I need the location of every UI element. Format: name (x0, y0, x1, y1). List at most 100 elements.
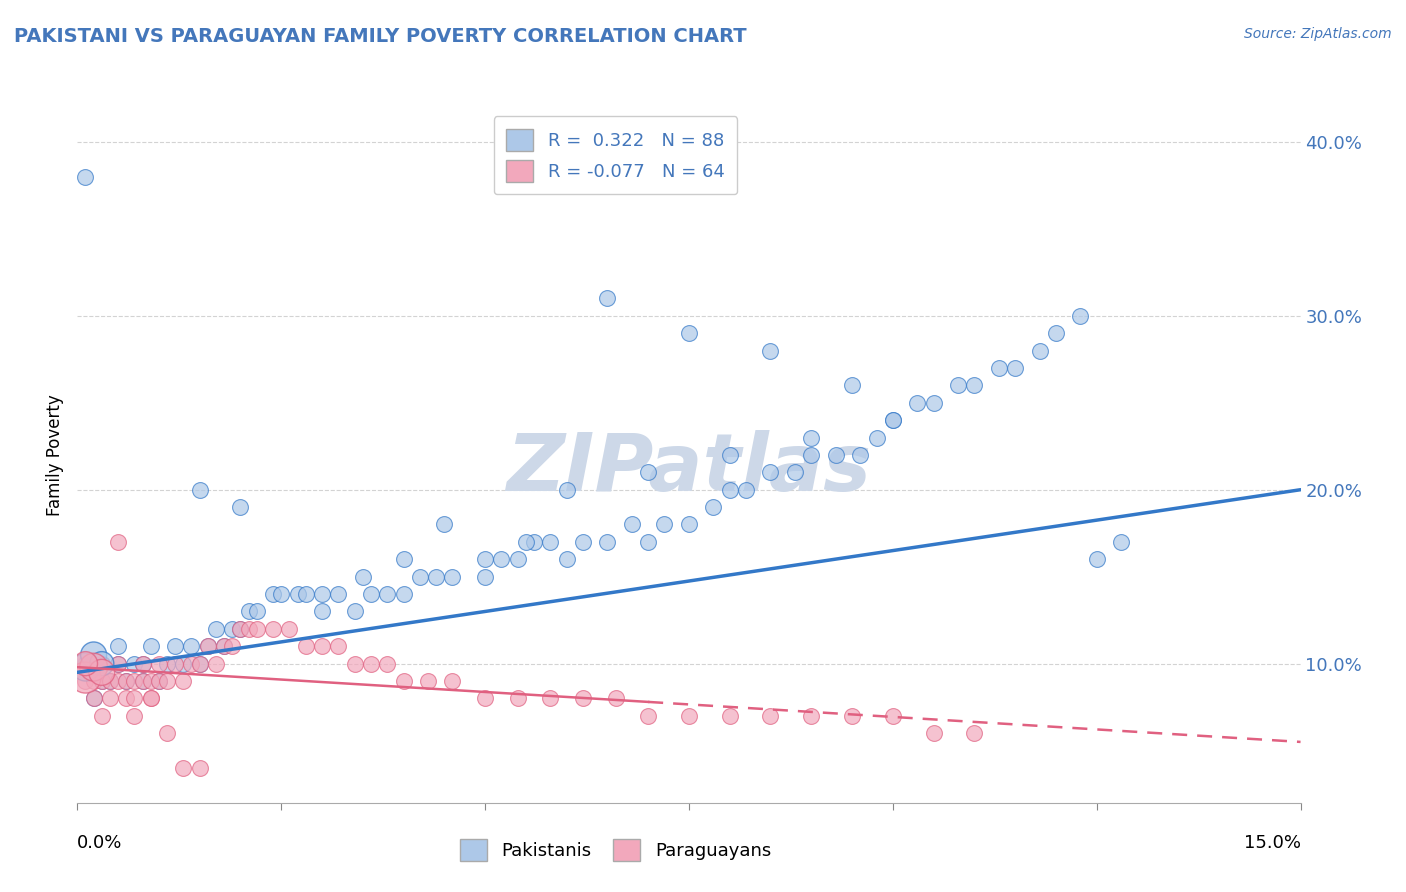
Point (735, 483, 758, 497)
Point (107, 657, 129, 671)
Point (287, 587, 309, 601)
Point (783, 466, 806, 480)
Point (98, 674, 121, 689)
Point (83, 648, 105, 662)
Point (107, 657, 129, 671)
Point (156, 657, 179, 671)
Point (360, 587, 382, 601)
Point (124, 691, 146, 706)
Point (416, 674, 439, 689)
Point (205, 622, 228, 636)
Legend: Pakistanis, Paraguayans: Pakistanis, Paraguayans (451, 830, 780, 871)
Point (718, 483, 741, 497)
Point (474, 691, 496, 706)
Point (139, 691, 162, 706)
Point (246, 605, 269, 619)
Point (800, 431, 823, 445)
Point (515, 534, 537, 549)
Point (311, 605, 333, 619)
Point (180, 639, 202, 653)
Point (98, 674, 121, 689)
Point (360, 657, 382, 671)
Point (605, 691, 627, 706)
Point (270, 587, 292, 601)
Point (1069, 309, 1091, 323)
Point (759, 466, 782, 480)
Point (392, 587, 415, 601)
Point (98, 691, 121, 706)
Point (188, 483, 211, 497)
Point (148, 674, 170, 689)
Point (637, 466, 659, 480)
Point (75, 674, 97, 689)
Point (262, 622, 284, 636)
Point (115, 674, 138, 689)
Point (294, 639, 316, 653)
Point (197, 639, 219, 653)
Point (523, 534, 546, 549)
Point (212, 639, 235, 653)
Point (311, 639, 333, 653)
Point (491, 552, 513, 566)
Point (229, 622, 252, 636)
Point (538, 691, 561, 706)
Point (238, 605, 260, 619)
Point (946, 378, 969, 392)
Point (718, 448, 741, 462)
Point (83, 691, 105, 706)
Point (506, 691, 529, 706)
Point (156, 726, 179, 740)
Point (221, 639, 243, 653)
Point (343, 605, 366, 619)
Point (841, 378, 863, 392)
Point (506, 552, 529, 566)
Point (278, 622, 301, 636)
Point (131, 657, 153, 671)
Point (148, 657, 170, 671)
Point (596, 534, 619, 549)
Point (963, 378, 986, 392)
Point (90, 665, 112, 680)
Point (246, 622, 269, 636)
Point (188, 657, 211, 671)
Point (124, 708, 146, 723)
Point (131, 657, 153, 671)
Point (75, 169, 97, 184)
Point (882, 708, 904, 723)
Point (107, 534, 129, 549)
Point (311, 587, 333, 601)
Point (963, 726, 986, 740)
Point (1045, 326, 1067, 341)
Point (229, 500, 252, 514)
Point (392, 674, 415, 689)
Point (678, 517, 700, 532)
Point (180, 657, 202, 671)
Point (139, 691, 162, 706)
Point (148, 674, 170, 689)
Point (392, 552, 415, 566)
Point (375, 587, 398, 601)
Point (115, 674, 138, 689)
Point (205, 657, 228, 671)
Point (572, 691, 595, 706)
Point (425, 570, 447, 584)
Point (678, 326, 700, 341)
Point (90, 708, 112, 723)
Point (75, 671, 97, 685)
Point (441, 570, 464, 584)
Point (90, 657, 112, 671)
Point (115, 691, 138, 706)
Point (83, 660, 105, 674)
Point (131, 674, 153, 689)
Point (262, 587, 284, 601)
Point (922, 396, 945, 410)
Point (238, 622, 260, 636)
Point (572, 534, 595, 549)
Point (882, 413, 904, 427)
Text: PAKISTANI VS PARAGUAYAN FAMILY POVERTY CORRELATION CHART: PAKISTANI VS PARAGUAYAN FAMILY POVERTY C… (14, 27, 747, 45)
Point (172, 761, 194, 775)
Point (759, 708, 782, 723)
Point (131, 674, 153, 689)
Point (90, 657, 112, 671)
Point (538, 534, 561, 549)
